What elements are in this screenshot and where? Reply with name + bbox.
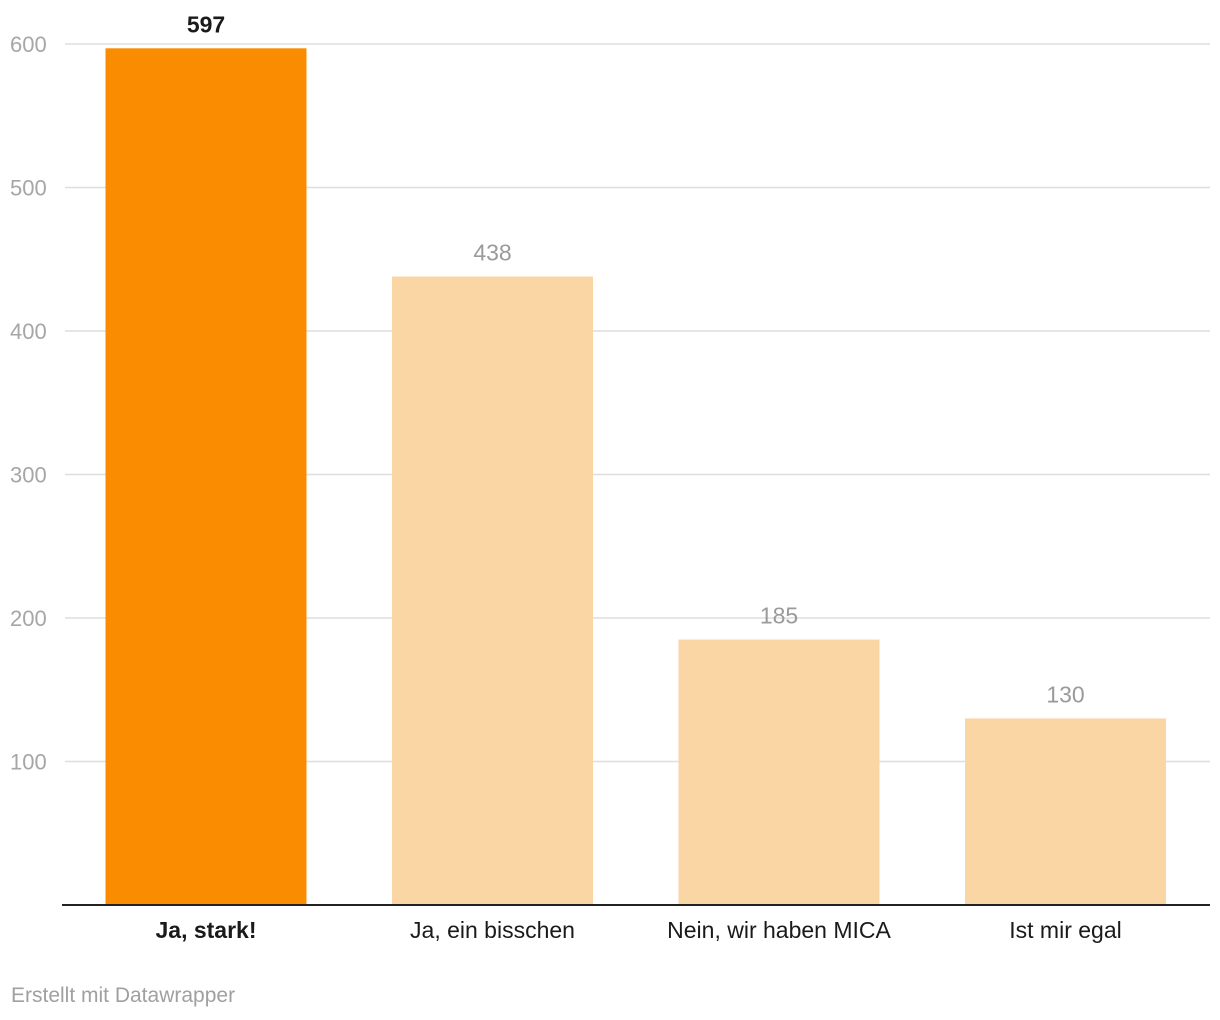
y-tick-label: 600 <box>10 32 47 57</box>
y-tick-label: 100 <box>10 750 47 775</box>
bar-chart: 100 200 300 400 500 600 597 Ja, stark! 438 Ja, ei… <box>10 11 1210 943</box>
bar <box>105 48 307 906</box>
value-label: 185 <box>760 603 798 629</box>
bar <box>965 718 1166 905</box>
category-label: Ja, ein bisschen <box>410 917 575 943</box>
value-label: 597 <box>187 11 225 37</box>
category-label: Ja, stark! <box>155 917 256 943</box>
bar <box>392 276 593 906</box>
value-label: 438 <box>473 239 511 265</box>
y-tick-label: 400 <box>10 319 47 344</box>
y-tick-label: 500 <box>10 176 47 201</box>
footer-credit: Erstellt mit Datawrapper <box>11 984 236 1007</box>
category-label: Nein, wir haben MICA <box>667 917 891 943</box>
y-tick-label: 300 <box>10 463 47 488</box>
bar <box>678 639 880 905</box>
value-label: 130 <box>1046 681 1084 707</box>
category-label: Ist mir egal <box>1009 917 1121 943</box>
y-tick-label: 200 <box>10 606 47 631</box>
